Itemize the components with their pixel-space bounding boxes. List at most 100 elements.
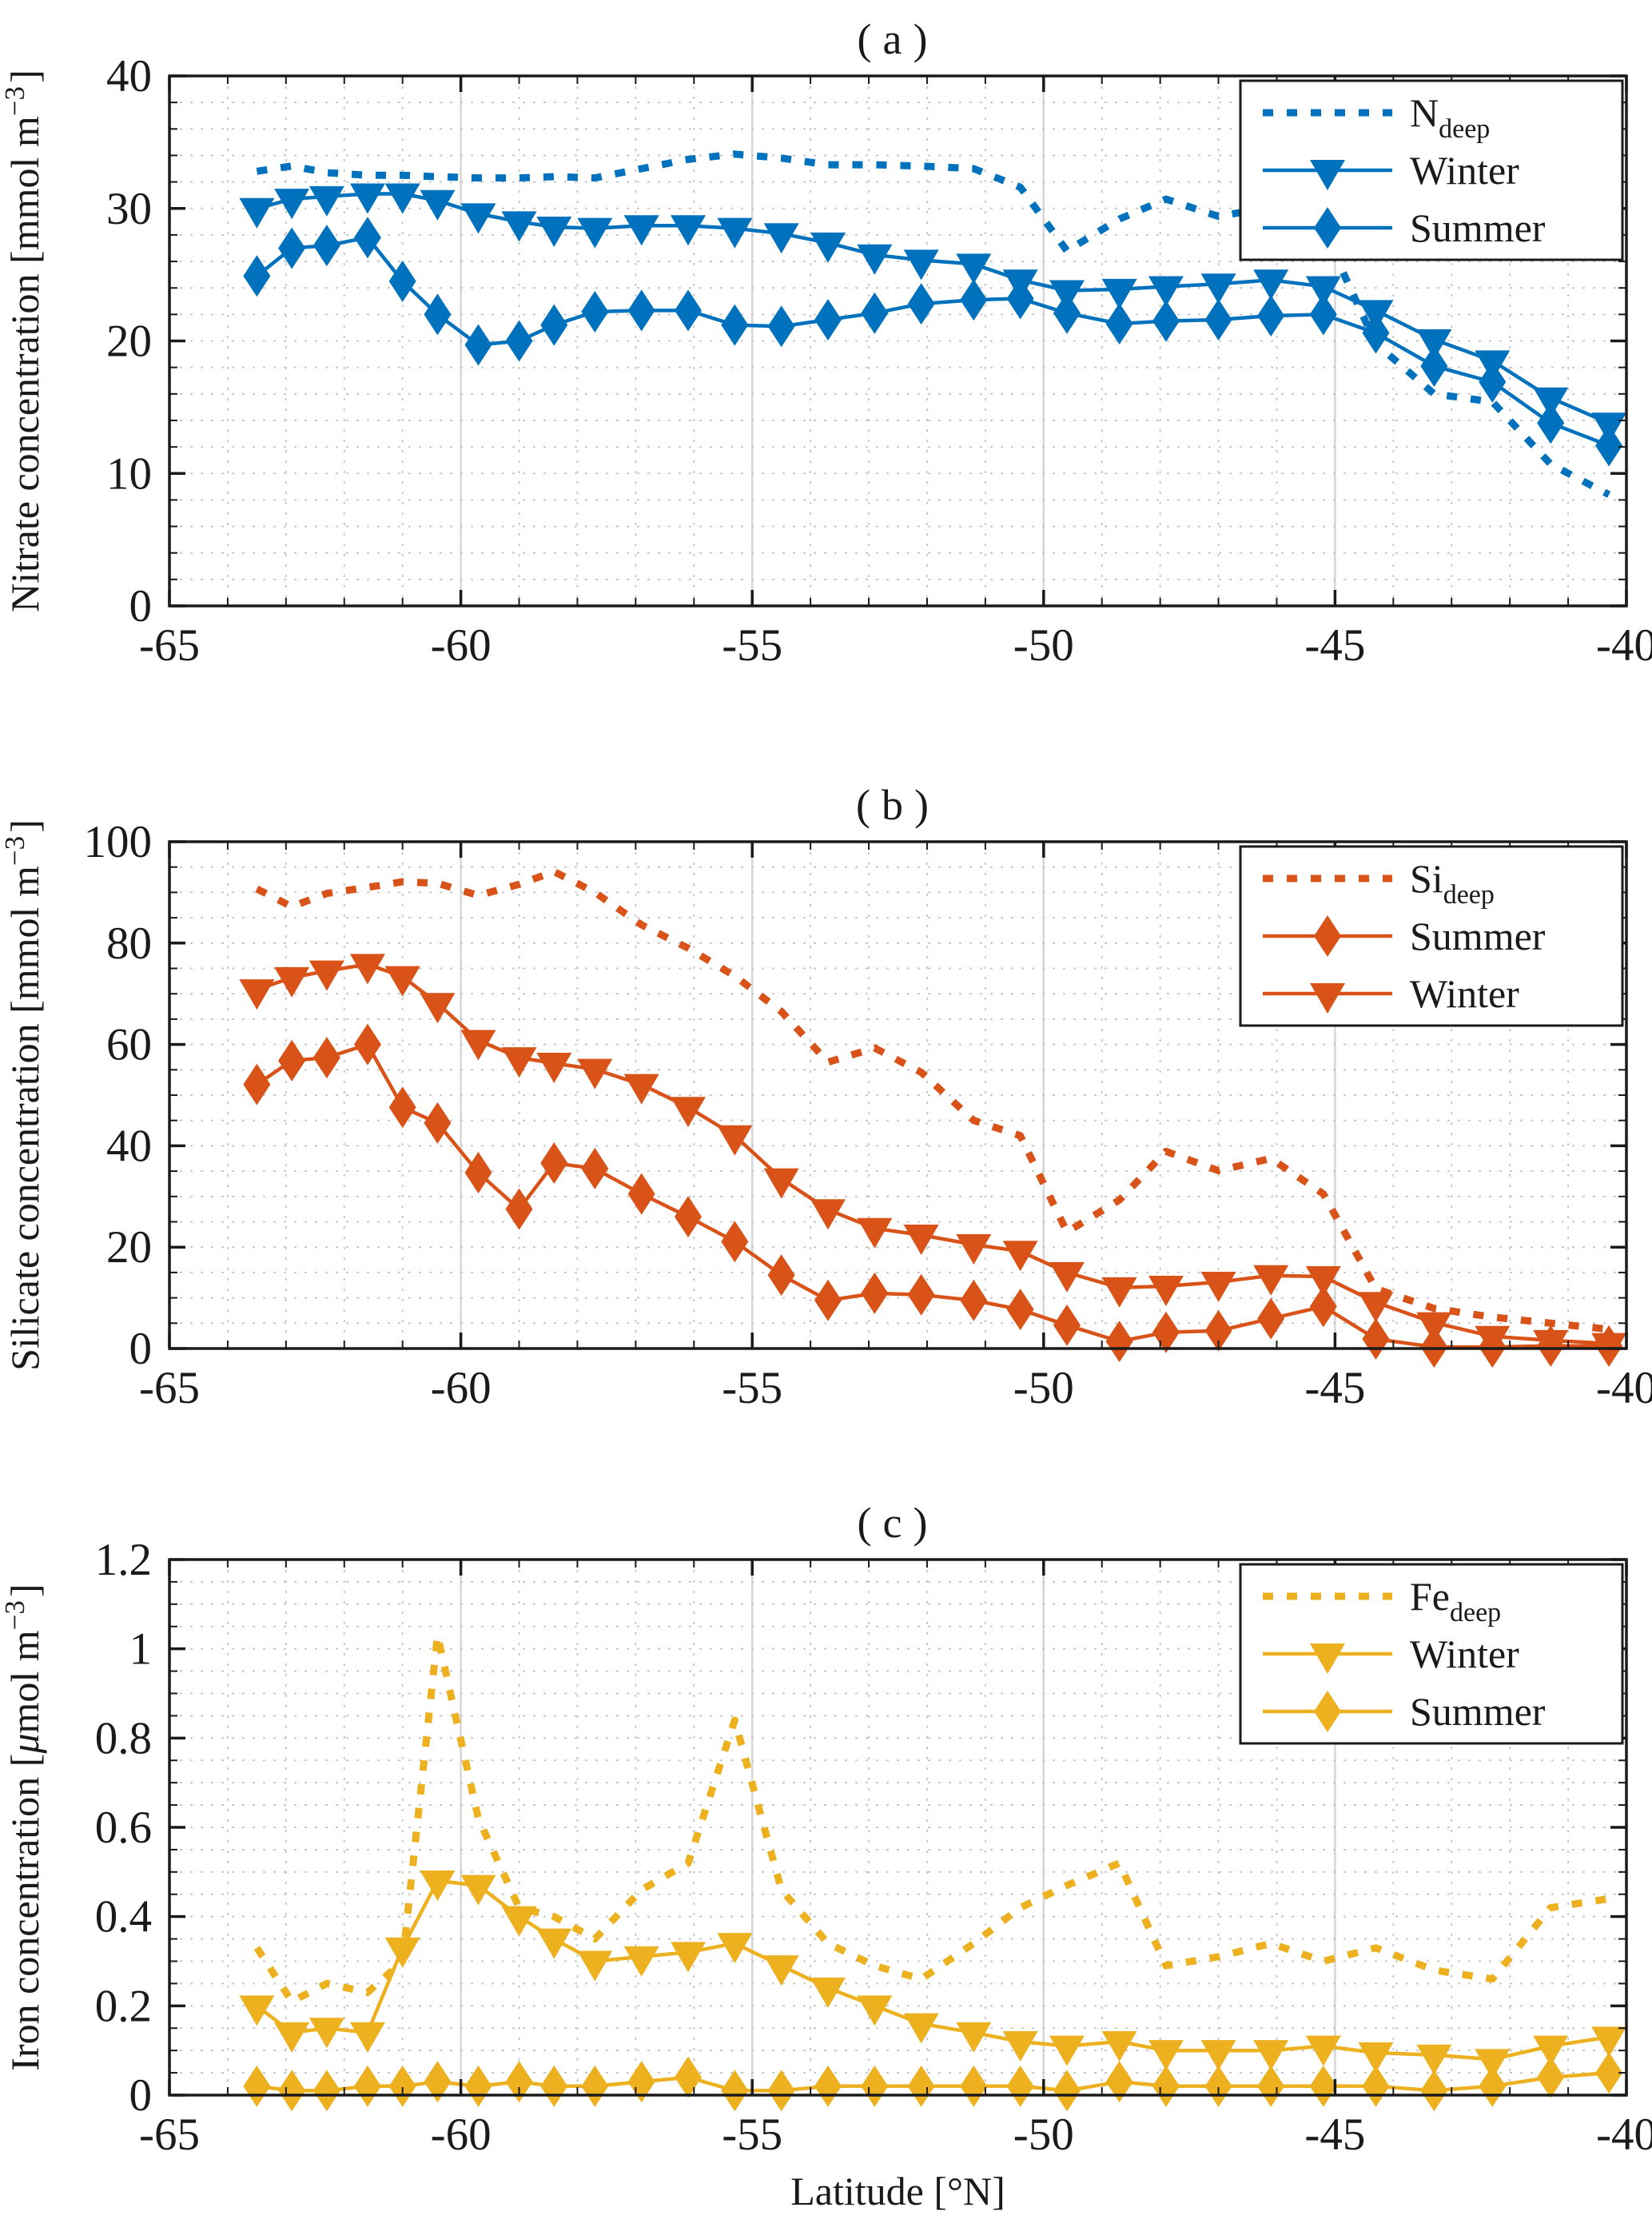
x-tick-label: -50 (1013, 620, 1074, 671)
diamond-marker (767, 1254, 795, 1297)
y-tick-label: 60 (106, 1020, 152, 1070)
triangle-marker (1200, 1271, 1236, 1302)
triangle-marker (274, 966, 310, 998)
triangle-marker (857, 1995, 893, 2026)
diamond-marker (540, 304, 568, 346)
x-tick-label: -55 (722, 620, 782, 671)
triangle-marker (1200, 2040, 1236, 2071)
diamond-marker (581, 1147, 609, 1189)
legend-c: Fedeep Winter Summer (1239, 1563, 1624, 1745)
triangle-marker (309, 185, 344, 217)
diamond-marker (1105, 2061, 1133, 2103)
diamond-marker (1204, 298, 1232, 341)
panel-a-ylabel: Nitrate concentration [mmol m−3 ] (0, 70, 47, 612)
diamond-marker (1309, 2065, 1337, 2107)
diamond-marker (505, 320, 533, 362)
triangle-marker (763, 1168, 799, 1199)
y-tick-label: 0 (129, 1324, 153, 1374)
diamond-marker (464, 2065, 492, 2107)
x-tick-label: -50 (1013, 2110, 1074, 2160)
diamond-marker (960, 2065, 988, 2107)
y-tick-label: 0.8 (95, 1713, 152, 1763)
triangle-marker (420, 1870, 456, 1901)
diamond-marker (627, 289, 655, 332)
y-tick-label: 0 (129, 2070, 153, 2121)
triangle-marker (1416, 1312, 1452, 1343)
triangle-marker (1049, 2035, 1085, 2066)
triangle-marker (623, 1946, 659, 1977)
triangle-marker (717, 1933, 753, 1964)
series-c-fe_deep (253, 1631, 1610, 2006)
triangle-marker (420, 993, 456, 1024)
triangle-marker (501, 1906, 537, 1937)
panel-c-title: (c) (858, 1499, 939, 1547)
triangle-marker (1049, 1261, 1085, 1293)
triangle-marker (1305, 276, 1341, 307)
legend-b: Sideep Summer Winter (1239, 845, 1624, 1027)
series-c-winter (239, 1870, 1627, 2080)
diamond-marker (312, 2070, 340, 2112)
diamond-marker (1309, 293, 1337, 336)
diamond-marker (767, 305, 795, 348)
triangle-marker (577, 1058, 613, 1090)
triangle-marker (577, 217, 613, 249)
x-axis-title: Latitude [°N] (790, 2169, 1005, 2213)
diamond-marker (1420, 345, 1448, 387)
panel-b-ylabel: Silicate concentration [mmol m−3 ] (0, 819, 47, 1371)
diamond-marker (1105, 1321, 1133, 1363)
diamond-marker (721, 1221, 749, 1263)
y-tick-label: 100 (84, 817, 153, 867)
diamond-marker (1257, 2065, 1285, 2107)
diamond-marker (627, 2061, 655, 2103)
triangle-marker (1101, 1277, 1137, 1308)
triangle-marker (1253, 2040, 1289, 2071)
diamond-marker (1053, 1304, 1081, 1346)
x-tick-label: -50 (1013, 1363, 1074, 1413)
diamond-marker (721, 2070, 749, 2112)
diamond-marker (674, 1196, 702, 1238)
triangle-marker (274, 2022, 310, 2053)
diamond-marker (388, 260, 416, 302)
legend-label-winter: Winter (1410, 971, 1519, 1016)
diamond-marker (1595, 424, 1623, 467)
triangle-marker (1358, 2042, 1394, 2073)
triangle-marker (384, 183, 420, 214)
triangle-marker (501, 1047, 537, 1078)
y-tick-label: 10 (106, 448, 152, 499)
diamond-marker (1362, 2065, 1390, 2107)
triangle-marker (1253, 1265, 1289, 1296)
series-line-si_deep (255, 867, 1610, 1333)
series-c-summer (243, 2052, 1623, 2112)
diamond-marker (1257, 1297, 1285, 1340)
series-line-n_deep (256, 150, 1611, 498)
triangle-marker (239, 1995, 275, 2026)
diamond-marker (1006, 1289, 1034, 1331)
diamond-marker (1152, 2065, 1180, 2107)
diamond-marker (814, 2065, 842, 2107)
triangle-marker (1591, 2026, 1627, 2058)
x-tick-label: -55 (722, 1363, 782, 1413)
triangle-marker (501, 211, 537, 242)
triangle-marker (1148, 276, 1184, 307)
x-tick-label: -65 (139, 2110, 200, 2160)
y-tick-label: 0.2 (95, 1981, 152, 2031)
series-b-si_deep (255, 867, 1610, 1333)
diamond-marker (1479, 2065, 1507, 2107)
legend-triangle-marker (1310, 983, 1345, 1014)
legend-label-winter: Winter (1410, 1631, 1519, 1676)
panel-b-grid (169, 842, 1626, 1349)
diamond-marker (627, 1173, 655, 1215)
triangle-marker (1101, 278, 1137, 309)
series-a-winter (239, 183, 1627, 444)
diamond-marker (581, 291, 609, 333)
diamond-marker (960, 1279, 988, 1321)
triangle-marker (1148, 1276, 1184, 1307)
diamond-marker (1006, 2065, 1034, 2107)
triangle-marker (763, 1955, 799, 1986)
triangle-marker (1200, 273, 1236, 305)
legend-triangle-marker (1310, 1643, 1345, 1674)
triangle-marker (1002, 1241, 1038, 1272)
diamond-marker (424, 2061, 452, 2103)
series-line-fe_deep (253, 1631, 1610, 2006)
diamond-marker (1309, 1285, 1337, 1328)
